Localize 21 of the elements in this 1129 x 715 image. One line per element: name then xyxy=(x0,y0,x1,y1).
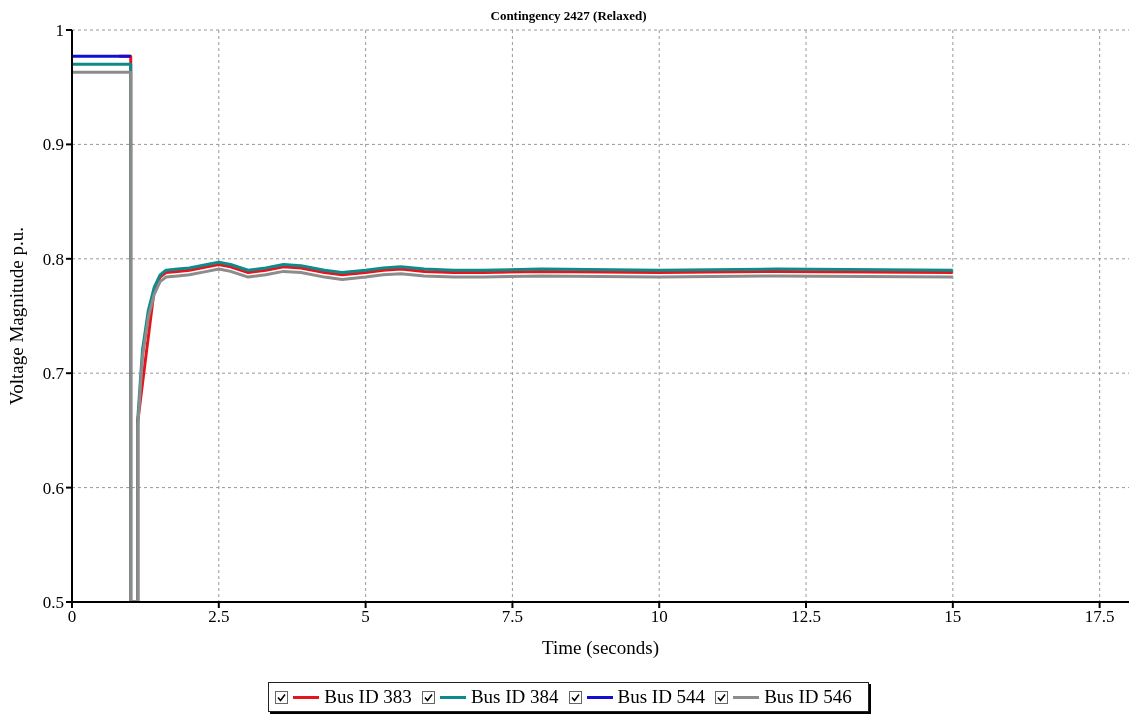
x-tick-label: 2.5 xyxy=(208,607,230,627)
x-tick-label: 7.5 xyxy=(501,607,524,627)
x-tick-label: 17.5 xyxy=(1084,607,1115,627)
x-tick-label: 5 xyxy=(361,607,370,627)
y-axis-title: Voltage Magnitude p.u. xyxy=(5,226,27,406)
x-tick-label: 10 xyxy=(650,607,668,627)
y-tick-label: 0.8 xyxy=(42,249,64,269)
chart-title: Contingency 2427 (Relaxed) xyxy=(490,8,647,23)
x-axis-title: Time (seconds) xyxy=(542,637,659,659)
y-tick-label: 1 xyxy=(55,21,64,41)
legend-label: Bus ID 546 xyxy=(764,686,852,708)
legend-label: Bus ID 384 xyxy=(470,686,559,708)
legend-label: Bus ID 544 xyxy=(617,686,706,708)
x-tick-label: 0 xyxy=(67,607,77,627)
y-tick-label: 0.7 xyxy=(42,364,65,384)
x-tick-label: 15 xyxy=(944,607,962,627)
x-tick-label: 12.5 xyxy=(791,607,821,627)
y-tick-label: 0.5 xyxy=(42,593,64,613)
y-tick-label: 0.9 xyxy=(42,135,64,155)
legend-label: Bus ID 383 xyxy=(324,686,412,708)
y-tick-label: 0.6 xyxy=(42,478,64,498)
